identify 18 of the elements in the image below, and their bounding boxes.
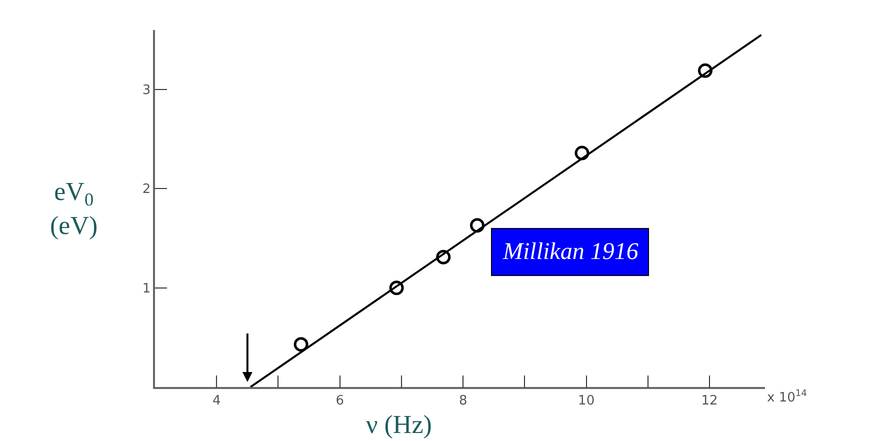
point — [294, 337, 308, 352]
annotation: Millikan 1916 — [502, 239, 638, 265]
point — [574, 146, 590, 160]
x-tick-label: 6 — [336, 393, 344, 408]
y-tick-label: 1 — [142, 281, 151, 296]
y-tick-label: 3 — [142, 83, 151, 98]
x-tick-label: 12 — [701, 393, 718, 408]
x-tick-label: 10 — [578, 393, 595, 408]
point — [389, 280, 404, 296]
point — [470, 218, 484, 233]
text: x 10$^{14}$ — [767, 389, 808, 406]
y-axis-title: eV$_{0}$ (eV) — [50, 177, 98, 240]
point — [698, 63, 712, 78]
point — [436, 250, 451, 264]
x-tick-label: 8 — [458, 393, 468, 408]
x-axis-title: ν (Hz) — [366, 410, 432, 439]
y-tick-label: 2 — [142, 182, 151, 198]
x-tick-label: 4 — [212, 393, 221, 408]
